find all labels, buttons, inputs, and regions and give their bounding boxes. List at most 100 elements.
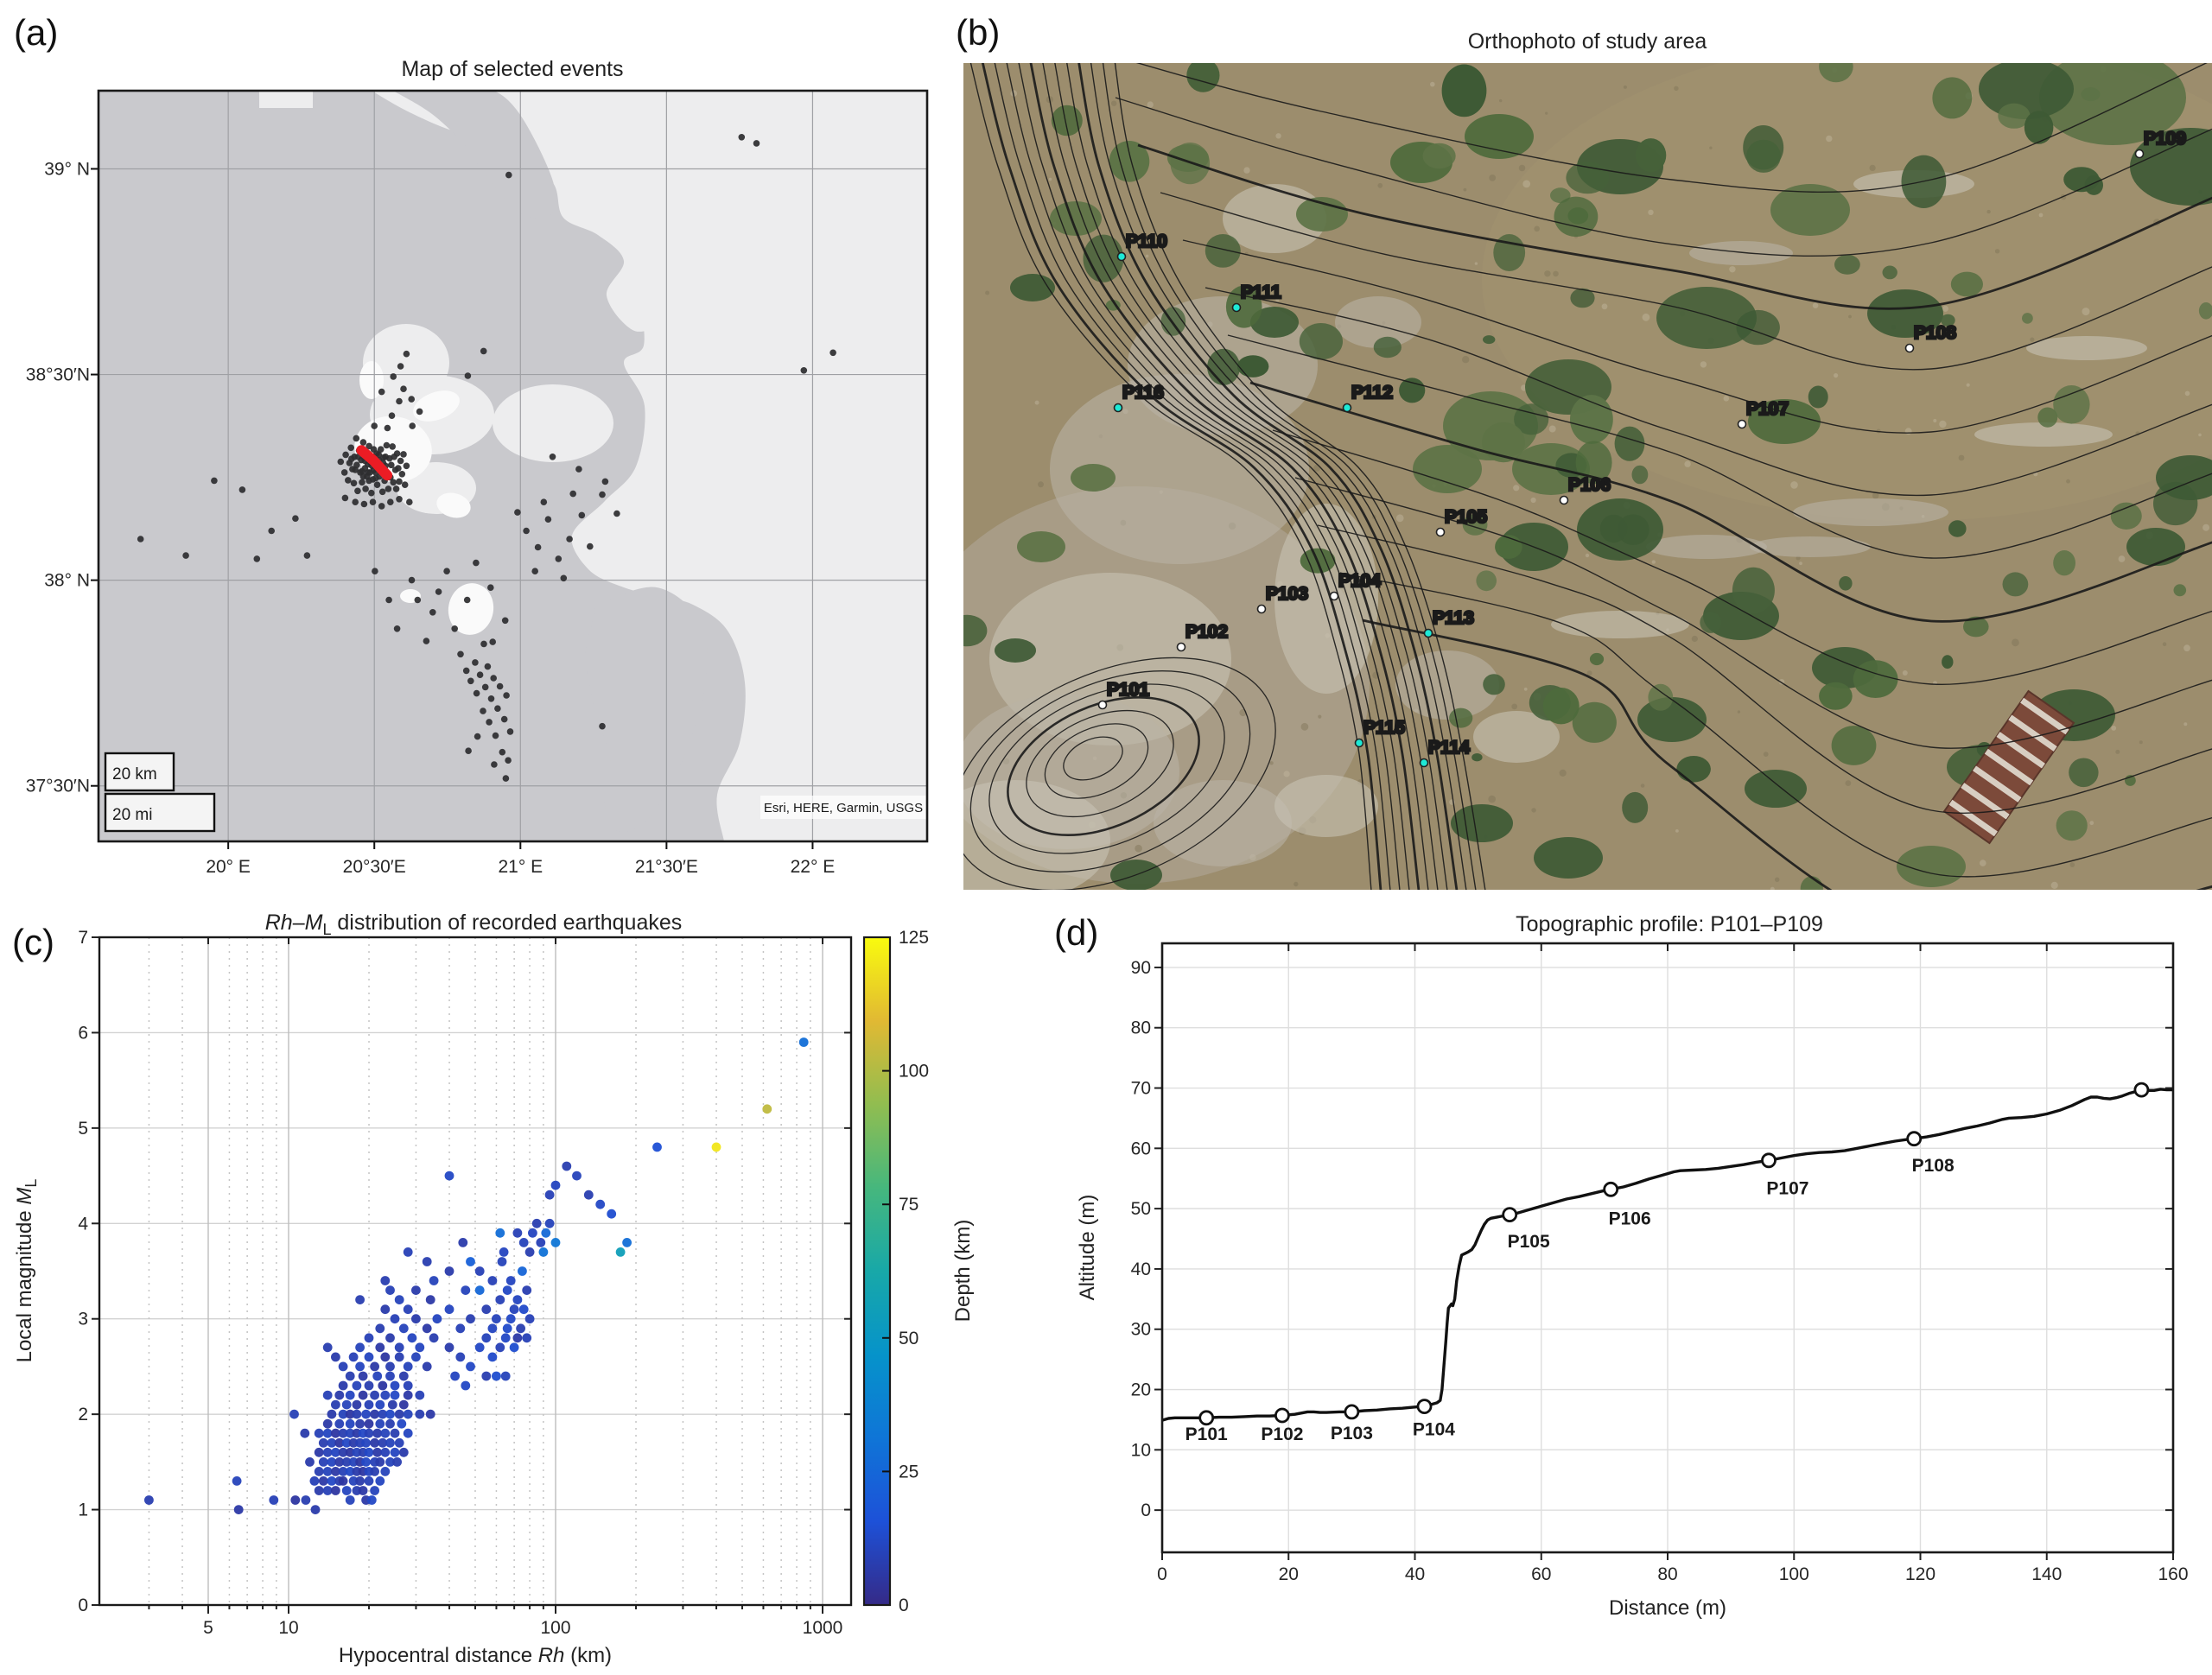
event-dot	[382, 454, 389, 460]
scatter-point	[512, 1295, 523, 1304]
c-x-tick: 5	[203, 1618, 213, 1638]
event-dot	[540, 498, 548, 505]
event-dot	[501, 617, 509, 625]
speckle	[1395, 514, 1404, 523]
event-dot	[601, 478, 609, 485]
tree-blob	[2022, 313, 2033, 324]
map-y-tick: 39° N	[44, 159, 90, 179]
scatter-point	[232, 1476, 242, 1486]
tree-blob	[1514, 403, 1549, 435]
scatter-point	[390, 1447, 400, 1457]
survey-point-P104	[1329, 591, 1339, 601]
event-dot	[476, 671, 484, 678]
contour-line	[1272, 429, 2212, 685]
scatter-point	[583, 1190, 594, 1200]
d-x-tick: 80	[1657, 1564, 1677, 1584]
rock-patch	[963, 780, 1110, 890]
scatter-point	[385, 1285, 395, 1295]
scatter-point	[762, 1104, 772, 1114]
event-dot	[613, 510, 620, 517]
tree-blob	[1471, 753, 1483, 762]
scatter-point	[300, 1428, 310, 1438]
contour-line	[1294, 477, 2212, 749]
event-dot	[487, 584, 494, 591]
event-dot	[397, 457, 404, 465]
scatter-point	[338, 1447, 348, 1457]
scatter-point	[466, 1361, 475, 1372]
scatter-point	[331, 1486, 340, 1495]
panel-b-orthophoto: (b) Orthophoto of study area P101P102P10…	[956, 12, 2212, 890]
speckle	[1700, 361, 1707, 368]
scatter-point	[338, 1476, 348, 1486]
speckle	[1548, 425, 1556, 433]
island	[448, 583, 494, 635]
scatter-point	[385, 1437, 395, 1448]
earthquake-scatter-points	[144, 1037, 809, 1514]
archipelago-light	[493, 384, 613, 462]
speckle	[1939, 420, 1947, 428]
speckle	[1513, 485, 1520, 492]
rock-patch	[2026, 336, 2147, 360]
scatter-point	[355, 1342, 365, 1353]
event-dot	[397, 363, 404, 370]
event-dot	[480, 707, 486, 714]
scatter-point	[390, 1380, 400, 1391]
event-dot	[560, 574, 568, 582]
scatter-point	[345, 1409, 355, 1419]
scatter-point	[352, 1409, 362, 1419]
scatter-point	[331, 1467, 340, 1476]
scatter-point	[372, 1428, 383, 1438]
scatter-point	[429, 1333, 439, 1343]
d-y-tick: 90	[1131, 958, 1151, 978]
profile-canvas: P101 P102 P103 P104 P105 P106 P107 P108 0 20 40 60 8…	[1131, 942, 2189, 1584]
scatter-point	[562, 1161, 572, 1171]
c-y-tick: 1	[78, 1501, 88, 1520]
event-dot	[371, 422, 378, 429]
tree-blob	[1570, 288, 1595, 308]
event-dot	[408, 576, 416, 584]
scatter-point	[361, 1437, 371, 1448]
scatter-point	[495, 1342, 505, 1353]
event-dot	[368, 489, 375, 497]
scatter-point	[370, 1467, 379, 1476]
profile-border	[1160, 942, 2175, 1554]
event-dot	[396, 397, 403, 405]
profile-label-P106: P106	[1609, 1209, 1651, 1228]
scatter-point	[355, 1418, 365, 1429]
scatter-point	[502, 1285, 512, 1295]
scatter-point	[500, 1333, 511, 1343]
speckle	[1474, 262, 1478, 265]
speckle	[1904, 428, 1912, 435]
tree-blob	[1732, 567, 1775, 614]
d-x-tick: 0	[1157, 1564, 1167, 1584]
event-dot	[365, 477, 372, 485]
event-dot	[353, 461, 360, 469]
survey-label-P114: P114	[1428, 738, 1470, 758]
tree-blob	[1867, 289, 1943, 338]
d-x-tick: 100	[1779, 1564, 1809, 1584]
tree-blob	[1998, 103, 2031, 129]
scatter-point	[334, 1437, 345, 1448]
tree-blob	[1205, 234, 1241, 268]
survey-label-P101: P101	[1107, 680, 1149, 700]
speckle	[1640, 784, 1645, 788]
tree-blob	[1941, 314, 1955, 327]
scatter-point	[518, 1304, 529, 1315]
scatter-point	[392, 1457, 402, 1467]
tree-blob	[995, 638, 1036, 663]
event-dot	[491, 761, 498, 768]
scatter-canvas: 5 10 100 1000 0 1 2 3 4 5 6 7 0 25 50 75 100 125	[78, 928, 929, 1638]
tree-blob	[2198, 302, 2212, 320]
scatter-point	[375, 1457, 385, 1467]
profile-marker-P105	[1502, 1207, 1518, 1223]
scatter-point	[492, 1314, 501, 1324]
tree-blob	[1399, 378, 1426, 403]
tree-blob	[1882, 265, 1897, 280]
speckle	[1942, 305, 1948, 312]
scatter-point	[394, 1342, 404, 1353]
scatter-point	[415, 1390, 425, 1400]
event-dot	[503, 692, 510, 699]
scatter-point	[512, 1333, 523, 1343]
tree-blob	[1622, 791, 1649, 823]
scatter-grid	[99, 937, 851, 1605]
